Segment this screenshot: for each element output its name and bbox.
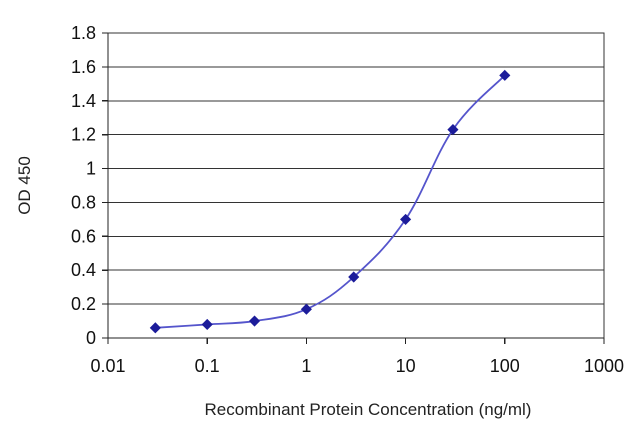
- x-axis-title: Recombinant Protein Concentration (ng/ml…: [205, 400, 532, 419]
- y-tick-label: 0.4: [71, 260, 96, 280]
- y-tick-label: 0.8: [71, 192, 96, 212]
- axes: [102, 32, 605, 344]
- data-point: [348, 271, 360, 283]
- gridlines: [108, 32, 604, 305]
- y-tick-label: 1.2: [71, 125, 96, 145]
- y-tick-label: 1.8: [71, 23, 96, 43]
- data-point: [499, 69, 511, 81]
- y-tick-label: 1: [86, 159, 96, 179]
- data-point: [300, 303, 312, 315]
- series-line: [155, 74, 506, 329]
- x-tick-label: 1: [301, 356, 311, 376]
- x-tick-label: 10: [396, 356, 416, 376]
- data-point: [248, 315, 261, 327]
- data-point: [400, 213, 412, 225]
- y-tick-label: 0.2: [71, 294, 96, 314]
- x-tick-label: 1000: [584, 356, 624, 376]
- data-series: [149, 69, 511, 334]
- tick-labels: 0 0.2 0.4 0.6 0.8 1 1.2 1.4 1.6 1.8 0.01 0.1 1 10 100 1…: [71, 23, 624, 376]
- data-point: [201, 318, 213, 331]
- plot-frame: [107, 32, 605, 339]
- y-tick-label: 0: [86, 328, 96, 348]
- x-tick-label: 100: [490, 356, 520, 376]
- y-tick-label: 0.6: [71, 226, 96, 246]
- data-point: [149, 322, 161, 334]
- y-axis-title: OD 450: [15, 156, 34, 215]
- x-tick-label: 0.01: [90, 356, 125, 376]
- y-tick-label: 1.4: [71, 91, 96, 111]
- y-tick-label: 1.6: [71, 57, 96, 77]
- data-point: [447, 124, 459, 136]
- x-tick-label: 0.1: [195, 356, 220, 376]
